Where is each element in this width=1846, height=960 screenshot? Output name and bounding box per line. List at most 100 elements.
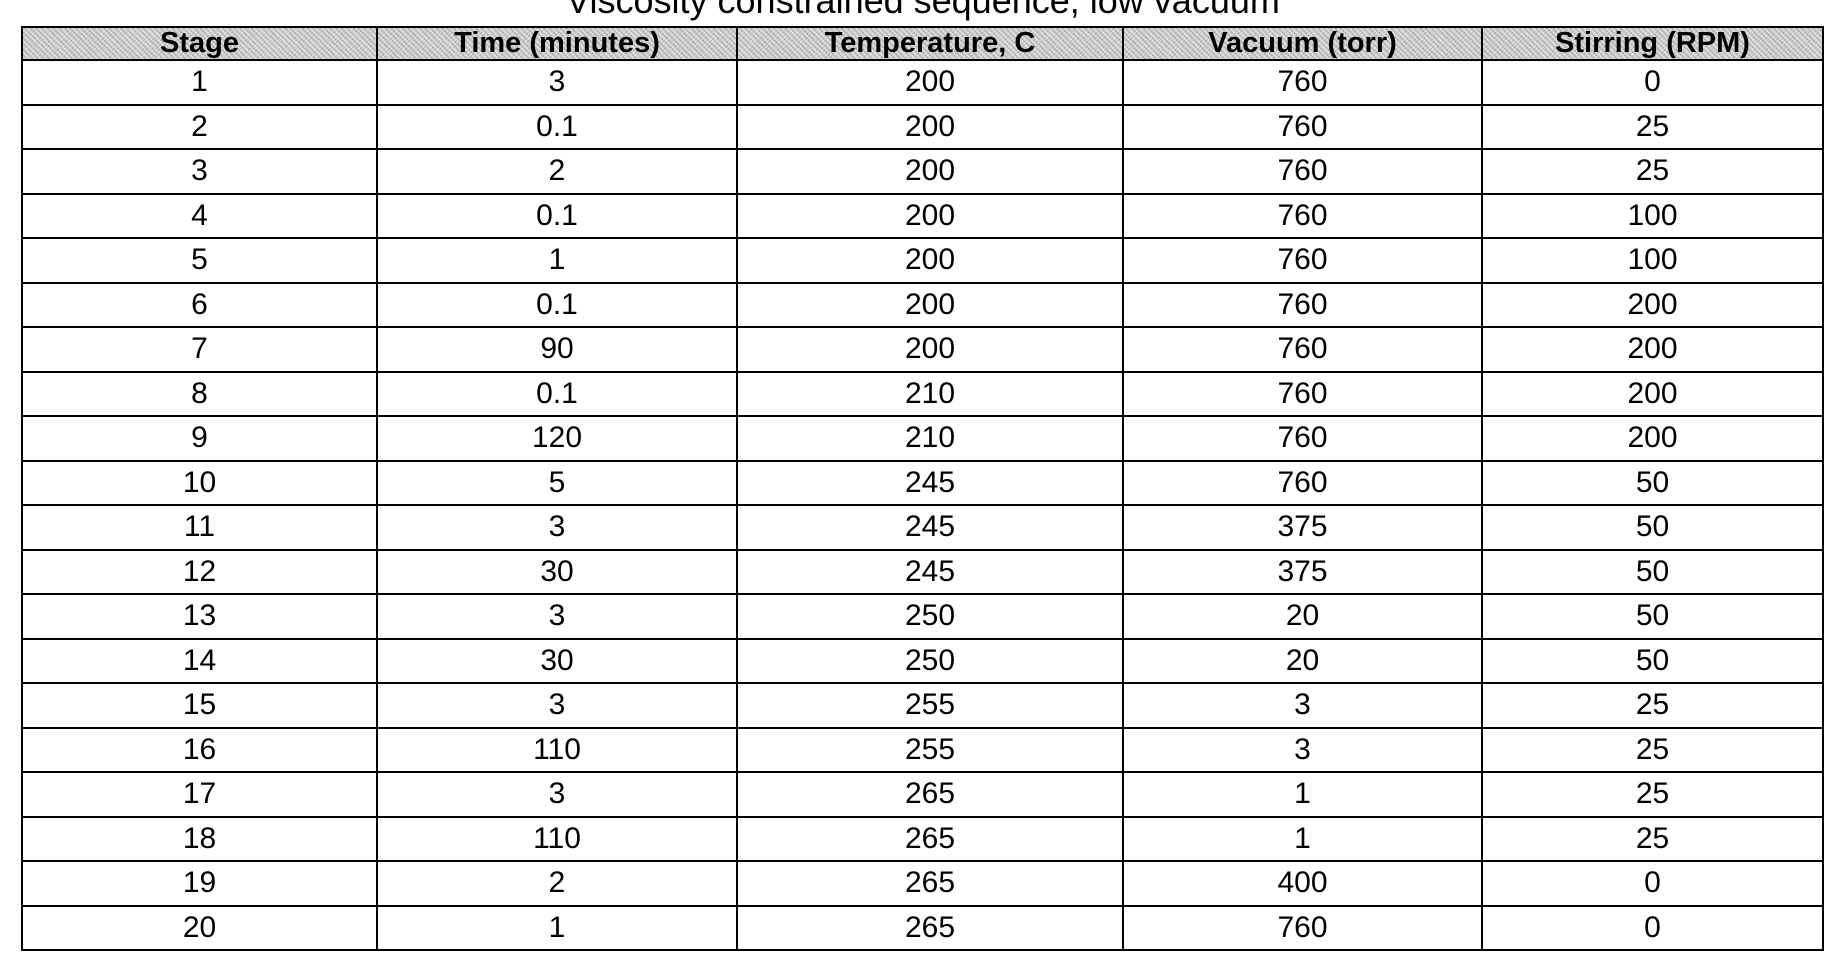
table-cell: 0.1	[377, 372, 737, 417]
table-cell: 760	[1123, 416, 1482, 461]
table-cell: 3	[377, 772, 737, 817]
table-cell: 30	[377, 550, 737, 595]
table-row: 790200760200	[22, 327, 1823, 372]
table-cell: 3	[377, 505, 737, 550]
table-cell: 25	[1482, 728, 1823, 773]
table-body: 13200760020.120076025322007602540.120076…	[22, 60, 1823, 950]
table-cell: 25	[1482, 683, 1823, 728]
table-cell: 12	[22, 550, 377, 595]
table-cell: 14	[22, 639, 377, 684]
table-cell: 25	[1482, 772, 1823, 817]
table-row: 60.1200760200	[22, 283, 1823, 328]
table-cell: 400	[1123, 861, 1482, 906]
table-row: 153255325	[22, 683, 1823, 728]
table-cell: 200	[737, 327, 1123, 372]
table-cell: 760	[1123, 372, 1482, 417]
table-cell: 1	[1123, 817, 1482, 862]
table-row: 20.120076025	[22, 105, 1823, 150]
table-cell: 245	[737, 550, 1123, 595]
data-table: StageTime (minutes)Temperature, CVacuum …	[21, 26, 1824, 951]
table-cell: 0.1	[377, 194, 737, 239]
table-cell: 0	[1482, 861, 1823, 906]
table-cell: 250	[737, 594, 1123, 639]
table-cell: 17	[22, 772, 377, 817]
table-cell: 0	[1482, 906, 1823, 951]
table-cell: 50	[1482, 505, 1823, 550]
table-cell: 20	[1123, 639, 1482, 684]
table-cell: 2	[22, 105, 377, 150]
table-cell: 210	[737, 372, 1123, 417]
table-cell: 0.1	[377, 283, 737, 328]
column-header: Temperature, C	[737, 27, 1123, 60]
table-cell: 3	[1123, 683, 1482, 728]
column-header: Stirring (RPM)	[1482, 27, 1823, 60]
table-cell: 255	[737, 683, 1123, 728]
table-cell: 25	[1482, 105, 1823, 150]
table-cell: 30	[377, 639, 737, 684]
table-cell: 760	[1123, 105, 1482, 150]
table-cell: 265	[737, 906, 1123, 951]
table-cell: 110	[377, 817, 737, 862]
table-cell: 5	[377, 461, 737, 506]
table-cell: 1	[22, 60, 377, 105]
table-cell: 250	[737, 639, 1123, 684]
table-cell: 11	[22, 505, 377, 550]
table-cell: 760	[1123, 461, 1482, 506]
table-cell: 3	[22, 149, 377, 194]
table-row: 16110255325	[22, 728, 1823, 773]
table-cell: 100	[1482, 194, 1823, 239]
table-cell: 375	[1123, 505, 1482, 550]
table-cell: 20	[1123, 594, 1482, 639]
table-cell: 50	[1482, 461, 1823, 506]
table-cell: 1	[1123, 772, 1482, 817]
table-row: 1922654000	[22, 861, 1823, 906]
table-cell: 200	[737, 283, 1123, 328]
table-cell: 245	[737, 505, 1123, 550]
table-cell: 8	[22, 372, 377, 417]
table-row: 2012657600	[22, 906, 1823, 951]
table-cell: 200	[737, 194, 1123, 239]
table-row: 18110265125	[22, 817, 1823, 862]
column-header: Stage	[22, 27, 377, 60]
table-cell: 2	[377, 861, 737, 906]
table-cell: 5	[22, 238, 377, 283]
table-row: 80.1210760200	[22, 372, 1823, 417]
table-cell: 13	[22, 594, 377, 639]
table-cell: 760	[1123, 60, 1482, 105]
table-cell: 25	[1482, 149, 1823, 194]
table-cell: 15	[22, 683, 377, 728]
header-row: StageTime (minutes)Temperature, CVacuum …	[22, 27, 1823, 60]
table-cell: 1	[377, 238, 737, 283]
table-cell: 90	[377, 327, 737, 372]
table-cell: 760	[1123, 194, 1482, 239]
table-row: 9120210760200	[22, 416, 1823, 461]
table-cell: 19	[22, 861, 377, 906]
table-cell: 200	[737, 238, 1123, 283]
table-row: 173265125	[22, 772, 1823, 817]
table-cell: 760	[1123, 906, 1482, 951]
table-cell: 3	[377, 594, 737, 639]
table-cell: 16	[22, 728, 377, 773]
table-cell: 3	[377, 683, 737, 728]
table-cell: 2	[377, 149, 737, 194]
table-cell: 200	[1482, 327, 1823, 372]
table-cell: 25	[1482, 817, 1823, 862]
table-cell: 255	[737, 728, 1123, 773]
table-cell: 7	[22, 327, 377, 372]
table-cell: 375	[1123, 550, 1482, 595]
table-cell: 265	[737, 772, 1123, 817]
table-cell: 200	[737, 60, 1123, 105]
table-cell: 10	[22, 461, 377, 506]
table-cell: 50	[1482, 594, 1823, 639]
column-header: Vacuum (torr)	[1123, 27, 1482, 60]
table-cell: 760	[1123, 283, 1482, 328]
column-header: Time (minutes)	[377, 27, 737, 60]
table-row: 132007600	[22, 60, 1823, 105]
table-cell: 265	[737, 817, 1123, 862]
table-cell: 200	[737, 149, 1123, 194]
table-row: 3220076025	[22, 149, 1823, 194]
table-cell: 760	[1123, 149, 1482, 194]
table-cell: 760	[1123, 238, 1482, 283]
table-cell: 50	[1482, 550, 1823, 595]
